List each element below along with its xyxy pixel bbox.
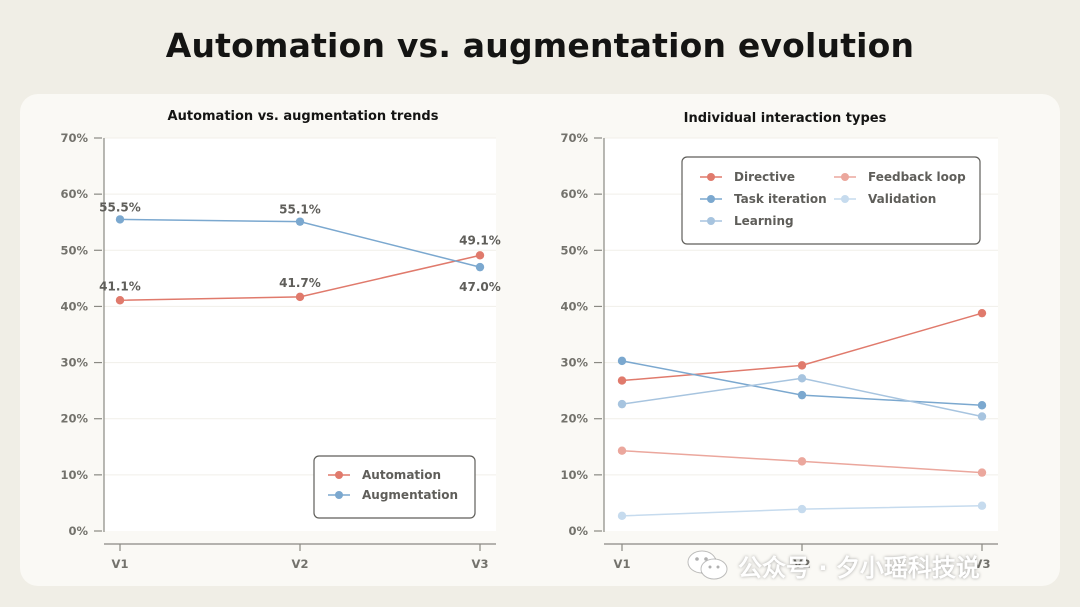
y-tick-label: 40% [560, 299, 588, 313]
chart-title: Individual interaction types [684, 111, 887, 126]
data-point [475, 251, 485, 260]
y-tick-label: 50% [560, 243, 588, 257]
legend [313, 455, 476, 519]
data-point [295, 292, 305, 302]
legend-label: Validation [868, 192, 936, 206]
data-label: 55.1% [279, 203, 321, 217]
y-tick-label: 10% [560, 468, 588, 482]
y-tick-label: 0% [68, 524, 88, 538]
legend-label: Learning [734, 214, 794, 228]
x-tick-label: V2 [794, 557, 811, 571]
data-point [977, 401, 987, 410]
data-point [977, 308, 987, 318]
data-point [977, 468, 987, 477]
data-point [475, 262, 485, 272]
data-point [617, 399, 627, 409]
data-point [617, 376, 627, 385]
chart-automation-augmentation: Automation vs. augmentation trends 0% 10% 2… [60, 109, 501, 571]
data-label: 47.0% [459, 280, 501, 294]
data-point [797, 374, 807, 383]
data-point [977, 501, 987, 510]
y-tick-label: 20% [60, 412, 88, 426]
data-point [977, 412, 987, 421]
data-point [295, 217, 305, 226]
legend-marker [707, 173, 715, 181]
data-point [617, 511, 627, 521]
legend-marker [335, 471, 343, 479]
legend-marker [707, 217, 715, 225]
data-point [115, 215, 125, 224]
chart-interaction-types: Individual interaction types 0% 10% 20% 30% 4… [560, 111, 998, 571]
y-tick-label: 30% [560, 356, 588, 370]
y-tick-label: 50% [60, 243, 88, 257]
y-tick-label: 0% [568, 524, 588, 538]
legend-label: Directive [734, 170, 795, 184]
data-point [797, 390, 807, 400]
chart-title: Automation vs. augmentation trends [168, 109, 439, 124]
legend-marker [707, 195, 715, 203]
legend-label: Augmentation [362, 488, 458, 502]
x-tick-label: V3 [974, 557, 991, 571]
wechat-icon [686, 549, 730, 581]
legend [681, 156, 981, 245]
y-tick-label: 10% [60, 468, 88, 482]
legend-marker [841, 195, 849, 203]
x-tick-label: V1 [614, 557, 631, 571]
y-tick-label: 20% [560, 412, 588, 426]
y-tick-label: 70% [60, 131, 88, 145]
data-point [797, 457, 807, 466]
legend-marker [841, 173, 849, 181]
data-label: 41.1% [99, 279, 141, 293]
legend-label: Task iteration [734, 192, 827, 206]
watermark: 公众号 · 夕小瑶科技说 [686, 545, 1056, 585]
x-tick-label: V2 [292, 557, 309, 571]
watermark-text: 公众号 · 夕小瑶科技说 [738, 553, 980, 582]
data-point [115, 296, 125, 305]
legend-label: Feedback loop [868, 170, 966, 184]
y-tick-label: 40% [60, 299, 88, 313]
data-label: 41.7% [279, 276, 321, 290]
data-point [797, 361, 807, 370]
data-point [797, 504, 807, 514]
y-tick-label: 60% [60, 187, 88, 201]
legend-label: Automation [362, 468, 441, 482]
y-tick-label: 70% [560, 131, 588, 145]
data-point [617, 356, 627, 366]
x-tick-label: V1 [112, 557, 129, 571]
data-label: 55.5% [99, 200, 141, 214]
charts-card: Automation vs. augmentation trends 0% 10% 2… [20, 94, 1060, 586]
data-label: 49.1% [459, 233, 501, 247]
page-title: Automation vs. augmentation evolution [165, 26, 915, 65]
x-tick-label: V3 [472, 557, 489, 571]
y-tick-label: 30% [60, 356, 88, 370]
legend-marker [335, 491, 343, 499]
data-point [617, 446, 627, 455]
y-tick-label: 60% [560, 187, 588, 201]
